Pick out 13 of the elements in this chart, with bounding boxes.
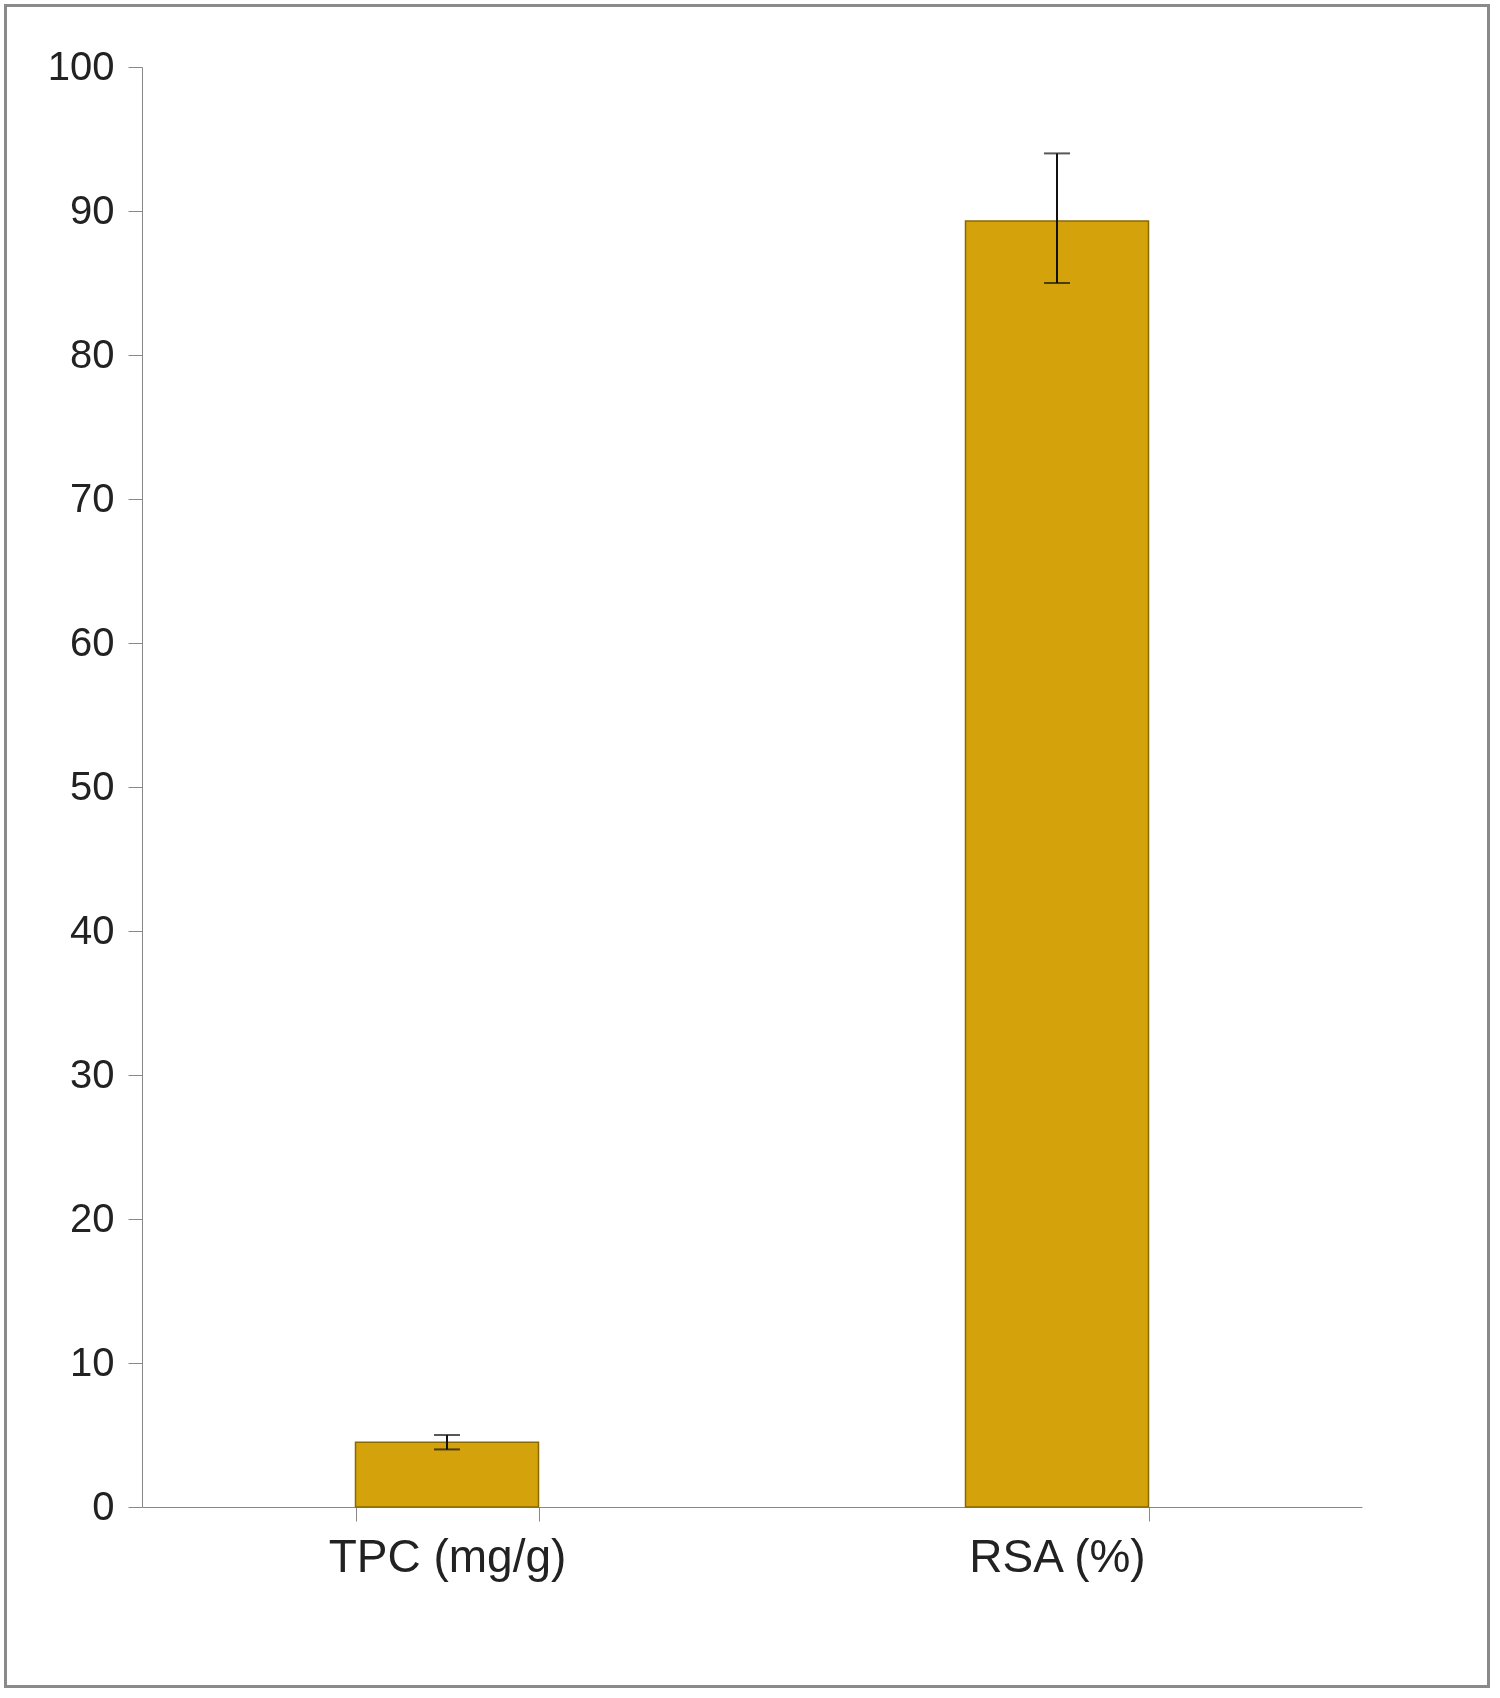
y-tick-label: 80 xyxy=(70,331,115,376)
y-tick-label: 0 xyxy=(92,1483,115,1528)
y-tick-label: 10 xyxy=(70,1339,115,1384)
y-tick-label: 50 xyxy=(70,763,115,808)
y-tick-label: 20 xyxy=(70,1195,115,1240)
y-tick-label: 70 xyxy=(70,475,115,520)
y-tick-label: 60 xyxy=(70,619,115,664)
y-tick-label: 40 xyxy=(70,907,115,952)
y-tick-label: 100 xyxy=(47,43,115,88)
y-tick-label: 30 xyxy=(70,1051,115,1096)
x-tick-label: TPC (mg/g) xyxy=(328,1529,567,1582)
x-tick-label: RSA (%) xyxy=(969,1529,1146,1582)
y-tick-label: 90 xyxy=(70,187,115,232)
